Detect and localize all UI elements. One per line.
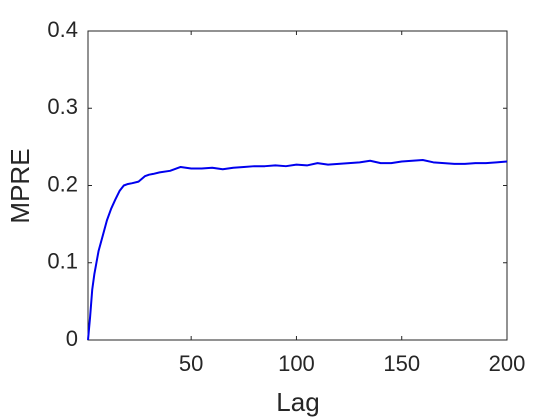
x-tick-label: 200 xyxy=(489,351,526,376)
x-axis-label: Lag xyxy=(276,387,319,417)
y-tick-label: 0.1 xyxy=(47,249,78,274)
y-tick-label: 0.3 xyxy=(47,94,78,119)
y-tick-label: 0.2 xyxy=(47,171,78,196)
x-tick-label: 50 xyxy=(179,351,203,376)
data-line xyxy=(87,159,508,341)
y-tick-label: 0 xyxy=(66,326,78,351)
y-axis-label: MPRE xyxy=(5,148,35,223)
plot-area xyxy=(87,30,508,341)
x-tick-label: 100 xyxy=(278,351,315,376)
x-tick-label: 150 xyxy=(383,351,420,376)
y-tick-label: 0.4 xyxy=(47,17,78,42)
